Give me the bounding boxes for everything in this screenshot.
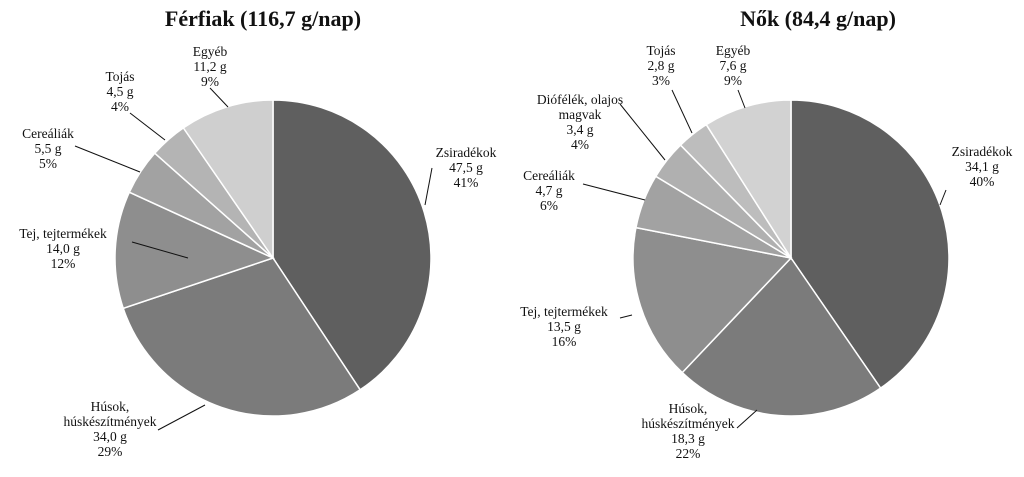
slice-label-line: 47,5 g [449,160,483,175]
slice-label: Cereáliák 4,7 g 6% [523,168,575,213]
slice-label-line: Zsiradékok [436,145,497,160]
pie-slice [681,256,882,417]
slice-label-line: 40% [970,174,995,189]
slice-label-line: 3% [652,73,670,88]
slice-label-line: Zsiradékok [952,144,1013,159]
leader-line [737,89,746,109]
slice-label-line: 5,5 g [35,141,62,156]
slice-label: Egyéb 7,6 g 9% [716,43,751,88]
slice-label-line: Cereáliák [22,126,74,141]
chart-title-men: Férfiak (116,7 g/nap) [165,6,361,31]
slice-label-line: 41% [454,175,479,190]
slice-label: Tej, tejtermékek 13,5 g 16% [520,304,608,349]
slice-label-line: 6% [540,198,558,213]
slice-label-line: Diófélék, olajos [537,92,623,107]
slice-label: Tojás 2,8 g 3% [646,43,675,88]
leader-line [619,314,633,319]
chart-men: Férfiak (116,7 g/nap) Zsiradékok 47,5 g 41… [19,6,496,459]
slice-label-line: 4,7 g [536,183,563,198]
leader-line [939,189,947,206]
pie-slices-men [114,99,432,417]
slice-label-line: 18,3 g [671,431,705,446]
slice-label-line: 22% [676,446,701,461]
slice-label-line: 29% [98,444,123,459]
slice-label-line: 11,2 g [193,59,226,74]
slice-label: Tojás 4,5 g 4% [105,69,134,114]
leader-line [424,167,433,206]
slice-label-line: Egyéb [716,43,751,58]
slice-label-line: 5% [39,156,57,171]
slice-label-line: Tojás [105,69,134,84]
pie-slice [182,99,274,261]
leader-line [671,89,693,134]
slice-label: Diófélék, olajos magvak 3,4 g 4% [537,92,623,152]
leader-line [74,145,141,173]
slice-label: Cereáliák 5,5 g 5% [22,126,74,171]
pie-labels-women: Zsiradékok 34,1 g 40% Húsok, húskészítmények… [520,43,1012,461]
leader-line [131,241,189,259]
slice-label-line: 3,4 g [567,122,594,137]
leader-line [582,183,646,201]
slice-label-line: Cereáliák [523,168,575,183]
chart-title-women: Nők (84,4 g/nap) [740,6,896,31]
slice-label-line: 34,1 g [965,159,999,174]
slice-label-line: 4% [571,137,589,152]
pie-labels-men: Zsiradékok 47,5 g 41% Húsok, húskészítmények… [19,44,496,459]
slice-label-line: 13,5 g [547,319,581,334]
pie-slice [705,99,792,261]
slice-label: Zsiradékok 47,5 g 41% [436,145,497,190]
slice-label-line: magvak [559,107,602,122]
slice-label: Húsok, húskészítmények 18,3 g 22% [642,401,735,461]
chart-women: Nők (84,4 g/nap) Zsiradékok 34,1 g 40% Húso… [520,6,1012,461]
pie-slices-women [632,99,950,417]
slice-label-line: 34,0 g [93,429,127,444]
slice-label-line: 16% [552,334,577,349]
slice-label-line: 9% [201,74,219,89]
leader-line [736,409,758,429]
slice-label-line: Tojás [646,43,675,58]
slice-label-line: 9% [724,73,742,88]
leader-line [157,404,206,431]
leader-line [619,103,666,161]
slice-label-line: Húsok, [669,401,708,416]
pie-slice [122,257,362,417]
pie-slice [632,226,793,374]
slice-label: Zsiradékok 34,1 g 40% [952,144,1013,189]
slice-label-line: Egyéb [193,44,228,59]
slice-label: Tej, tejtermékek 14,0 g 12% [19,226,107,271]
pie-slice [790,99,950,390]
pie-slice [114,191,276,310]
slice-label-line: 4,5 g [107,84,134,99]
slice-label-line: 14,0 g [46,241,80,256]
leader-line [209,87,229,108]
slice-label-line: 7,6 g [720,58,747,73]
slice-label-line: Tej, tejtermékek [520,304,608,319]
slice-label-line: Tej, tejtermékek [19,226,107,241]
slice-label-line: 4% [111,99,129,114]
slice-label-line: húskészítmények [642,416,735,431]
slice-label: Húsok, húskészítmények 34,0 g 29% [64,399,157,459]
slice-label-line: 2,8 g [648,58,675,73]
slice-label-line: 12% [51,256,76,271]
slice-label-line: húskészítmények [64,414,157,429]
slice-label-line: Húsok, [91,399,130,414]
leader-line [129,112,166,141]
slice-label: Egyéb 11,2 g 9% [193,44,228,89]
